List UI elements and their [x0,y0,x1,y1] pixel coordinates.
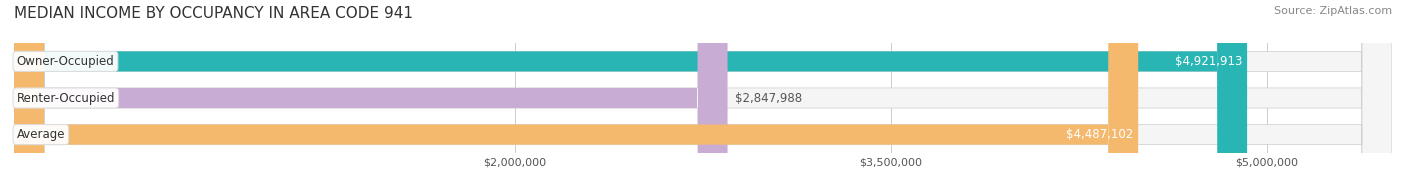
Text: MEDIAN INCOME BY OCCUPANCY IN AREA CODE 941: MEDIAN INCOME BY OCCUPANCY IN AREA CODE … [14,6,413,21]
Text: Average: Average [17,128,65,141]
FancyBboxPatch shape [14,0,727,196]
Text: $4,487,102: $4,487,102 [1066,128,1133,141]
Text: $4,921,913: $4,921,913 [1175,55,1241,68]
Text: $2,847,988: $2,847,988 [735,92,803,104]
FancyBboxPatch shape [14,0,1392,196]
Text: Owner-Occupied: Owner-Occupied [17,55,114,68]
FancyBboxPatch shape [14,0,1392,196]
Text: Renter-Occupied: Renter-Occupied [17,92,115,104]
FancyBboxPatch shape [14,0,1392,196]
FancyBboxPatch shape [14,0,1247,196]
Text: Source: ZipAtlas.com: Source: ZipAtlas.com [1274,6,1392,16]
FancyBboxPatch shape [14,0,1139,196]
